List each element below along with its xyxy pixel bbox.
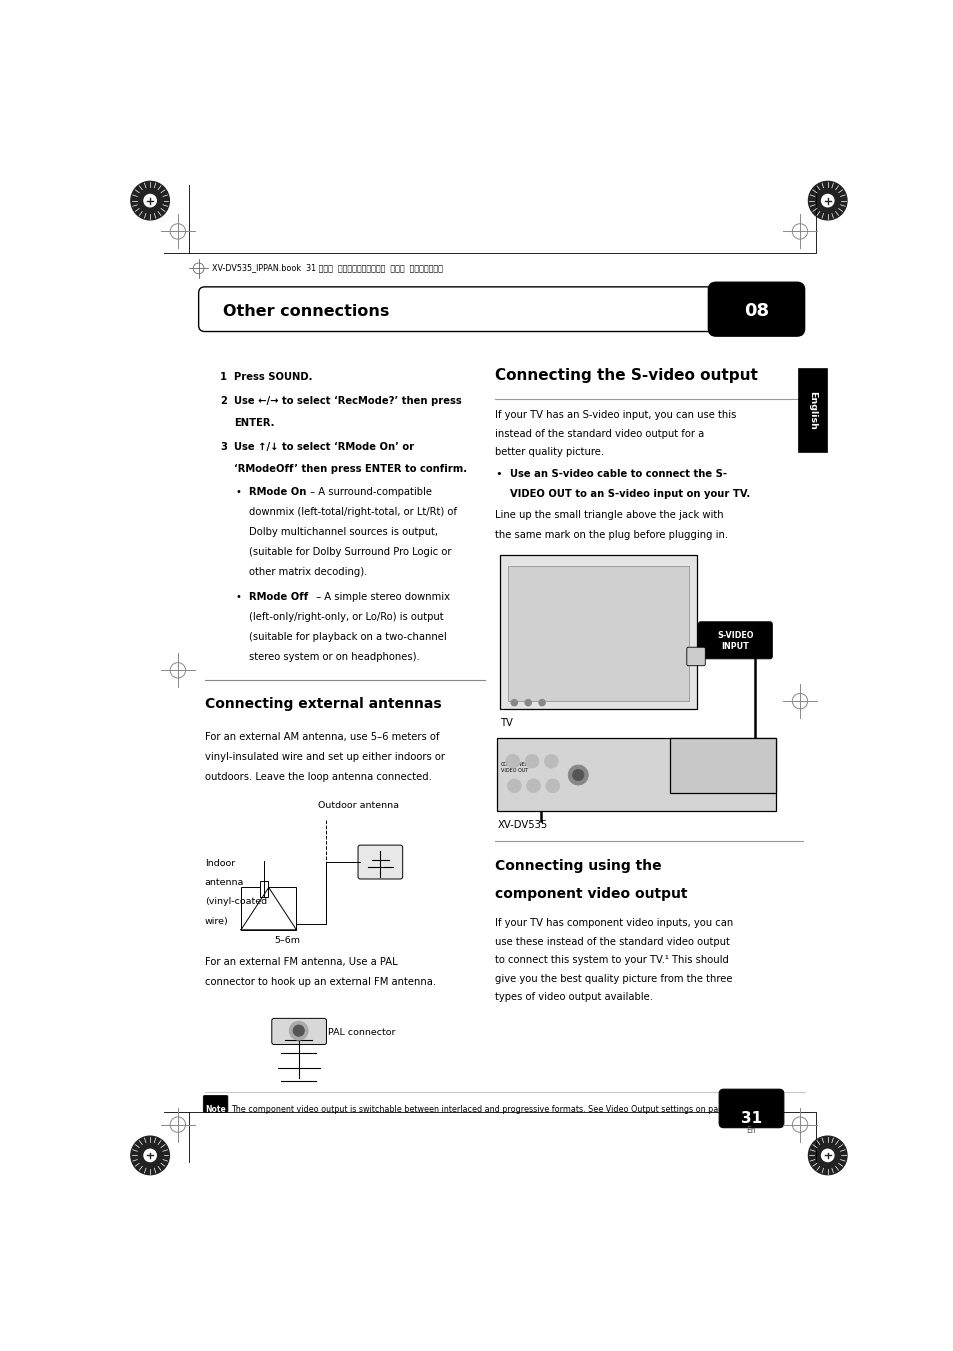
Text: Connecting the S-video output: Connecting the S-video output bbox=[495, 369, 758, 384]
Text: wire): wire) bbox=[205, 917, 229, 925]
Circle shape bbox=[507, 780, 520, 793]
Text: types of video output available.: types of video output available. bbox=[495, 992, 653, 1002]
Text: •: • bbox=[495, 469, 501, 478]
Circle shape bbox=[538, 700, 544, 705]
Bar bbox=[260, 881, 268, 897]
Text: – A surround-compatible: – A surround-compatible bbox=[307, 488, 432, 497]
Text: antenna: antenna bbox=[205, 878, 244, 888]
Text: 31: 31 bbox=[740, 1111, 761, 1125]
FancyBboxPatch shape bbox=[719, 1089, 783, 1128]
Text: Dolby multichannel sources is output,: Dolby multichannel sources is output, bbox=[249, 527, 438, 538]
Text: If your TV has component video inputs, you can: If your TV has component video inputs, y… bbox=[495, 919, 733, 928]
Text: RMode Off: RMode Off bbox=[249, 592, 309, 601]
Text: ‘RModeOff’ then press ENTER to confirm.: ‘RModeOff’ then press ENTER to confirm. bbox=[233, 463, 467, 474]
Circle shape bbox=[545, 780, 559, 793]
Circle shape bbox=[524, 754, 538, 769]
Text: Use ←/→ to select ‘RecMode?’ then press: Use ←/→ to select ‘RecMode?’ then press bbox=[233, 396, 461, 407]
Text: Connecting external antennas: Connecting external antennas bbox=[205, 697, 441, 711]
Text: Press SOUND.: Press SOUND. bbox=[233, 372, 313, 381]
FancyBboxPatch shape bbox=[698, 621, 772, 659]
Circle shape bbox=[572, 770, 583, 781]
Text: (suitable for playback on a two-channel: (suitable for playback on a two-channel bbox=[249, 632, 447, 642]
Text: English: English bbox=[807, 390, 816, 430]
Text: Note: Note bbox=[205, 1105, 226, 1113]
Text: Use an S-video cable to connect the S-: Use an S-video cable to connect the S- bbox=[510, 469, 727, 478]
Text: instead of the standard video output for a: instead of the standard video output for… bbox=[495, 428, 703, 439]
Text: XV-DV535_IPPAN.book  31 ページ  ２００５年２月２３日  水曜日  午後２時５６分: XV-DV535_IPPAN.book 31 ページ ２００５年２月２３日 水曜… bbox=[213, 263, 443, 272]
Circle shape bbox=[131, 181, 170, 220]
Text: outdoors. Leave the loop antenna connected.: outdoors. Leave the loop antenna connect… bbox=[205, 771, 431, 782]
Circle shape bbox=[526, 780, 540, 793]
Text: S-VIDEO
INPUT: S-VIDEO INPUT bbox=[717, 631, 753, 651]
Bar bbox=[241, 888, 296, 929]
Circle shape bbox=[511, 700, 517, 705]
FancyBboxPatch shape bbox=[357, 846, 402, 880]
Text: RMode On: RMode On bbox=[249, 488, 307, 497]
Text: COMPONENT
VIDEO OUT: COMPONENT VIDEO OUT bbox=[500, 762, 533, 773]
Text: For an external FM antenna, Use a PAL: For an external FM antenna, Use a PAL bbox=[205, 957, 397, 967]
Text: give you the best quality picture from the three: give you the best quality picture from t… bbox=[495, 974, 732, 984]
Text: 3: 3 bbox=[220, 442, 227, 453]
Circle shape bbox=[821, 195, 833, 207]
Circle shape bbox=[293, 1025, 304, 1036]
Text: use these instead of the standard video output: use these instead of the standard video … bbox=[495, 936, 729, 947]
Text: PAL connector: PAL connector bbox=[328, 1028, 395, 1038]
Text: other matrix decoding).: other matrix decoding). bbox=[249, 567, 368, 577]
Circle shape bbox=[144, 195, 156, 207]
FancyBboxPatch shape bbox=[708, 282, 803, 336]
Circle shape bbox=[568, 765, 588, 785]
Text: •: • bbox=[235, 488, 241, 497]
Text: to connect this system to your TV.¹ This should: to connect this system to your TV.¹ This… bbox=[495, 955, 728, 965]
FancyBboxPatch shape bbox=[686, 647, 704, 666]
Bar bbox=[508, 566, 688, 701]
Text: ENTER.: ENTER. bbox=[233, 417, 274, 428]
Text: •: • bbox=[235, 592, 241, 601]
Circle shape bbox=[524, 700, 531, 705]
Text: 2: 2 bbox=[220, 396, 227, 407]
FancyBboxPatch shape bbox=[198, 286, 722, 331]
Text: If your TV has an S-video input, you can use this: If your TV has an S-video input, you can… bbox=[495, 411, 736, 420]
Circle shape bbox=[821, 1150, 833, 1162]
Text: For an external AM antenna, use 5–6 meters of: For an external AM antenna, use 5–6 mete… bbox=[205, 732, 438, 742]
Text: better quality picture.: better quality picture. bbox=[495, 447, 603, 457]
Text: 5–6m: 5–6m bbox=[274, 936, 300, 944]
Text: – A simple stereo downmix: – A simple stereo downmix bbox=[313, 592, 449, 601]
Text: component video output: component video output bbox=[495, 888, 687, 901]
FancyBboxPatch shape bbox=[272, 1019, 326, 1044]
Circle shape bbox=[505, 754, 519, 769]
Text: En: En bbox=[746, 1127, 756, 1135]
Text: XV-DV535: XV-DV535 bbox=[497, 820, 547, 831]
Circle shape bbox=[544, 754, 558, 769]
Bar bbox=[497, 738, 776, 811]
Text: vinyl-insulated wire and set up either indoors or: vinyl-insulated wire and set up either i… bbox=[205, 753, 444, 762]
Text: 1: 1 bbox=[220, 372, 227, 381]
Text: the same mark on the plug before plugging in.: the same mark on the plug before pluggin… bbox=[495, 530, 727, 540]
Circle shape bbox=[807, 181, 846, 220]
Text: downmix (left-total/right-total, or Lt/Rt) of: downmix (left-total/right-total, or Lt/R… bbox=[249, 507, 457, 517]
Text: The component video output is switchable between interlaced and progressive form: The component video output is switchable… bbox=[231, 1105, 742, 1113]
Text: Use ↑/↓ to select ‘RMode On’ or: Use ↑/↓ to select ‘RMode On’ or bbox=[233, 442, 414, 453]
Text: TV: TV bbox=[500, 719, 513, 728]
FancyBboxPatch shape bbox=[797, 369, 826, 451]
Text: Line up the small triangle above the jack with: Line up the small triangle above the jac… bbox=[495, 511, 723, 520]
Text: Connecting using the: Connecting using the bbox=[495, 859, 661, 873]
Text: (left-only/right-only, or Lo/Ro) is output: (left-only/right-only, or Lo/Ro) is outp… bbox=[249, 612, 443, 621]
Text: (vinyl-coated: (vinyl-coated bbox=[205, 897, 267, 907]
Text: stereo system or on headphones).: stereo system or on headphones). bbox=[249, 651, 419, 662]
Bar bbox=[500, 555, 696, 709]
Text: 08: 08 bbox=[743, 303, 768, 320]
Text: VIDEO OUT to an S-video input on your TV.: VIDEO OUT to an S-video input on your TV… bbox=[510, 489, 750, 499]
FancyBboxPatch shape bbox=[203, 1096, 228, 1112]
Circle shape bbox=[144, 1150, 156, 1162]
Circle shape bbox=[289, 1021, 308, 1040]
Bar bbox=[670, 738, 776, 793]
Text: Other connections: Other connections bbox=[223, 304, 389, 319]
Text: (suitable for Dolby Surround Pro Logic or: (suitable for Dolby Surround Pro Logic o… bbox=[249, 547, 452, 557]
Text: connector to hook up an external FM antenna.: connector to hook up an external FM ante… bbox=[205, 977, 436, 986]
Text: Indoor: Indoor bbox=[205, 859, 234, 867]
Text: Outdoor antenna: Outdoor antenna bbox=[317, 801, 398, 811]
Circle shape bbox=[807, 1136, 846, 1174]
Circle shape bbox=[131, 1136, 170, 1174]
